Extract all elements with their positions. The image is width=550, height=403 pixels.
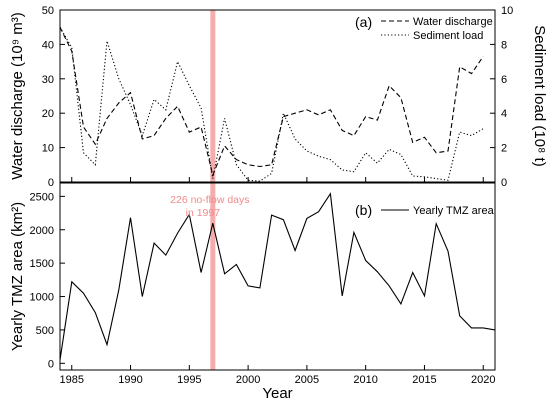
panel-a-legend: Water discharge Sediment load xyxy=(381,16,493,42)
panel-b-ticks: 0 500 1000 1500 2000 2500 1985 1990 1995 2000 2005… xyxy=(30,191,496,386)
x-tick-label: 2010 xyxy=(353,374,377,386)
x-tick-label: 2015 xyxy=(412,374,436,386)
water-discharge-line xyxy=(59,26,484,177)
panel-b-y-tick-label: 1000 xyxy=(30,292,54,304)
panel-a-left-tick-label: 20 xyxy=(42,108,54,120)
panel-a-label: (a) xyxy=(355,14,372,30)
panel-a-right-tick-label: 8 xyxy=(501,39,507,51)
panel-a-y-axis-title: Water discharge (10⁹ m³) xyxy=(9,12,26,180)
panel-a-frame xyxy=(59,9,496,183)
panel-a-right-tick-label: 6 xyxy=(501,74,507,86)
x-axis-title: Year xyxy=(262,385,292,402)
panel-a-right-y-axis-title: Sediment load (10⁸ t) xyxy=(531,25,548,166)
panel-a-ticks: 0 10 20 30 40 50 0 2 4 6 8 10 xyxy=(42,5,514,189)
panel-a-left-tick-label: 10 xyxy=(42,143,54,155)
sediment-load-line xyxy=(59,26,484,182)
x-tick-label: 2020 xyxy=(471,374,495,386)
panel-b-y-tick-label: 1500 xyxy=(30,258,54,270)
panel-b-y-tick-label: 2000 xyxy=(30,225,54,237)
x-tick-label: 1990 xyxy=(118,374,142,386)
legend-tmz-area-label: Yearly TMZ area xyxy=(413,205,495,217)
panel-a-right-tick-label: 2 xyxy=(501,143,507,155)
x-tick-label: 2000 xyxy=(236,374,260,386)
panel-b-label: (b) xyxy=(355,202,372,218)
x-tick-label: 2005 xyxy=(295,374,319,386)
panel-b-frame xyxy=(59,182,496,371)
annotation-line-2: in 1997 xyxy=(186,207,221,219)
x-tick-label: 1985 xyxy=(60,374,84,386)
panel-a-left-tick-label: 30 xyxy=(42,74,54,86)
x-tick-label: 1995 xyxy=(177,374,201,386)
panel-b-legend: Yearly TMZ area xyxy=(381,205,495,217)
annotation-line-1: 226 no-flow days xyxy=(170,194,249,206)
panel-b-series xyxy=(59,192,496,361)
highlight-1997-band xyxy=(210,10,216,370)
panel-b-y-tick-label: 2500 xyxy=(30,191,54,203)
panel-a-right-tick-label: 4 xyxy=(501,108,507,120)
panel-a-right-tick-label: 0 xyxy=(501,177,507,189)
panel-a-left-tick-label: 50 xyxy=(42,5,54,17)
panel-a-left-tick-label: 0 xyxy=(48,177,54,189)
panel-b-y-axis-title: Yearly TMZ area (km²) xyxy=(9,202,26,351)
panel-a-right-tick-label: 10 xyxy=(501,5,513,17)
tmz-area-line xyxy=(59,192,496,361)
legend-sediment-load-label: Sediment load xyxy=(413,30,483,42)
legend-water-discharge-label: Water discharge xyxy=(413,16,493,28)
panel-a-series xyxy=(59,26,484,182)
panel-a-left-tick-label: 40 xyxy=(42,39,54,51)
panel-b-y-tick-label: 0 xyxy=(48,358,54,370)
panel-b-y-tick-label: 500 xyxy=(36,325,54,337)
